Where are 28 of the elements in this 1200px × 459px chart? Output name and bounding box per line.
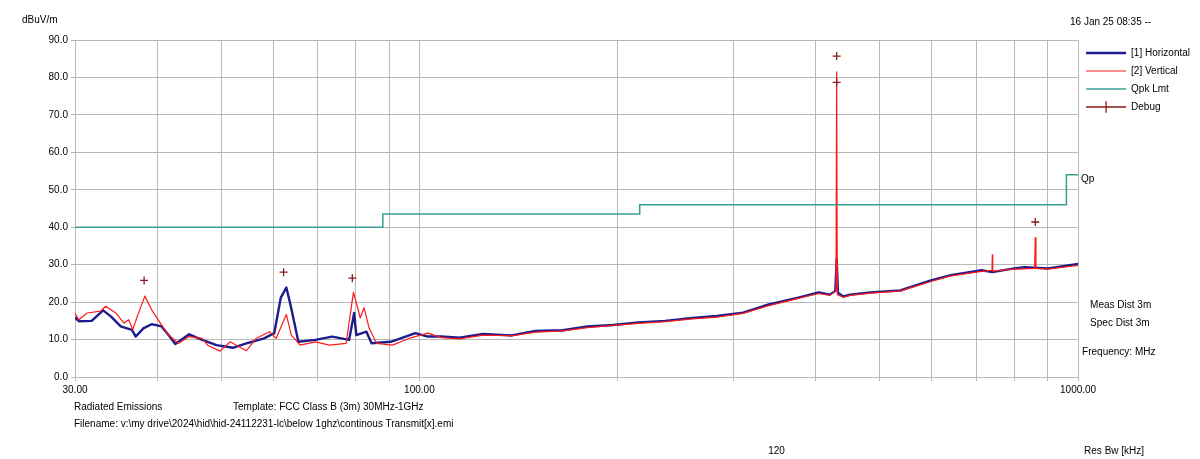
x-axis-title: Frequency: MHz [1082,345,1156,357]
y-tick-label: 70.0 [48,108,69,120]
text: 120 [768,444,786,456]
x-tick-label: 1000.00 [1060,383,1097,395]
text: Spec Dist 3m [1090,316,1150,328]
legend-label: [2] Vertical [1131,64,1178,76]
y-tick-label: 0.0 [54,370,69,382]
text: Radiated Emissions [74,400,163,412]
y-tick-label: 90.0 [48,33,69,45]
legend-label: Debug [1131,100,1161,112]
text: 16 Jan 25 08:35 -- [1070,15,1152,27]
y-tick-label: 50.0 [48,183,69,195]
text: Res Bw [kHz] [1084,444,1145,456]
annotation: Qp [1081,172,1095,184]
y-axis-title: dBuV/m [22,13,58,25]
y-tick-label: 10.0 [48,333,69,345]
y-tick-label: 80.0 [48,71,69,83]
y-tick-label: 40.0 [48,220,69,232]
legend-label: [1] Horizontal [1131,46,1191,58]
text: Meas Dist 3m [1090,298,1152,310]
y-tick-label: 20.0 [48,295,69,307]
x-tick-label: 100.00 [404,383,436,395]
text: Filename: v:\my drive\2024\hid\hid-24112231-lc\below 1ghz\continous Transmit[x].emi [74,417,454,429]
legend-label: Qpk Lmt [1131,82,1170,94]
y-tick-label: 30.0 [48,258,69,270]
text: Template: FCC Class B (3m) 30MHz-1GHz [233,400,424,412]
y-tick-label: 60.0 [48,146,69,158]
x-tick-label: 30.00 [62,383,88,395]
